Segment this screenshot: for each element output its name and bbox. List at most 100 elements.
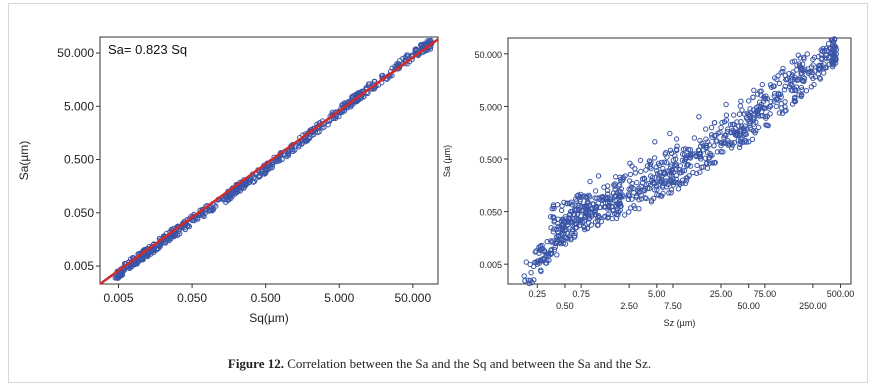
data-point	[800, 78, 806, 84]
data-point	[670, 157, 677, 163]
data-point	[723, 101, 729, 108]
data-point	[763, 115, 769, 121]
data-point	[595, 200, 601, 207]
data-point	[616, 188, 622, 194]
data-point	[540, 246, 546, 252]
y-tick-label: 50.000	[57, 46, 94, 60]
data-point	[829, 64, 836, 70]
data-point	[642, 195, 648, 201]
data-point	[631, 190, 637, 196]
data-point	[586, 192, 592, 199]
data-point	[151, 249, 157, 256]
data-point	[643, 167, 649, 173]
data-point	[289, 142, 295, 148]
data-point	[774, 76, 780, 83]
data-point	[577, 219, 584, 225]
data-point	[828, 37, 835, 43]
data-point	[577, 217, 584, 224]
data-point	[611, 182, 617, 188]
data-point	[560, 217, 566, 223]
data-point	[566, 233, 573, 239]
data-point	[714, 149, 721, 155]
data-point	[616, 193, 622, 200]
data-point	[548, 247, 554, 254]
data-point	[720, 149, 726, 155]
data-point	[696, 114, 702, 120]
data-point	[523, 259, 529, 265]
data-point	[679, 168, 686, 174]
data-point	[789, 59, 795, 65]
data-point	[594, 195, 600, 201]
data-point	[706, 160, 713, 167]
data-point	[660, 184, 666, 191]
data-point	[538, 268, 544, 275]
data-point	[779, 110, 786, 116]
data-point	[737, 141, 743, 148]
data-point	[664, 160, 670, 166]
data-point	[693, 152, 699, 159]
data-point	[792, 94, 798, 101]
data-point	[598, 194, 605, 200]
data-point	[791, 97, 798, 104]
data-point	[832, 56, 839, 62]
data-point	[243, 181, 250, 187]
data-point	[776, 97, 782, 103]
data-point	[749, 136, 756, 143]
data-point	[759, 81, 765, 88]
data-point	[708, 124, 715, 131]
data-point	[687, 163, 694, 169]
data-point	[751, 87, 757, 94]
data-point	[627, 160, 633, 167]
y-tick-label: 0.005	[479, 260, 502, 270]
data-point	[651, 195, 657, 202]
y-tick-label: 0.500	[479, 155, 502, 165]
data-point	[537, 247, 543, 253]
data-point	[296, 142, 302, 148]
data-point	[527, 261, 533, 268]
data-point	[276, 157, 282, 163]
figure-caption: Figure 12. Correlation between the Sa an…	[0, 356, 879, 372]
data-point	[626, 178, 633, 184]
data-point	[607, 199, 613, 205]
data-point	[598, 218, 604, 225]
data-point	[605, 211, 611, 218]
data-point	[587, 178, 593, 185]
data-point	[581, 224, 588, 231]
data-point	[674, 143, 680, 149]
data-point	[816, 65, 823, 72]
data-point	[229, 193, 236, 199]
figure-frame	[8, 3, 868, 383]
x-tick-label: 0.500	[251, 291, 281, 305]
data-point	[746, 139, 752, 145]
data-point	[723, 112, 730, 118]
data-point	[682, 180, 689, 187]
x-tick-label: 25.00	[710, 289, 733, 299]
data-point	[782, 83, 788, 90]
data-point	[366, 81, 373, 87]
data-point	[784, 76, 791, 82]
data-point	[548, 225, 554, 231]
x-tick-label: 0.050	[177, 291, 207, 305]
data-point	[720, 140, 727, 147]
data-point	[758, 88, 764, 94]
data-point	[821, 61, 827, 67]
data-point	[586, 210, 592, 216]
data-point	[660, 190, 666, 197]
chart-sa-vs-sq: 0.005 0.050 0.500 5.000 50.000 0.005 0.050 0.50…	[17, 36, 439, 325]
data-point	[648, 165, 654, 172]
data-point	[801, 54, 807, 61]
data-point	[576, 207, 583, 213]
fit-line	[99, 38, 439, 285]
data-point	[831, 36, 838, 42]
x-tick-label: 0.75	[572, 289, 590, 299]
data-point	[241, 185, 247, 191]
data-point	[637, 157, 644, 164]
data-point	[796, 92, 802, 98]
data-point	[721, 134, 727, 141]
data-point	[618, 194, 624, 200]
data-point	[621, 212, 628, 218]
data-point	[778, 105, 785, 111]
data-point	[641, 188, 648, 194]
data-point	[577, 198, 583, 205]
